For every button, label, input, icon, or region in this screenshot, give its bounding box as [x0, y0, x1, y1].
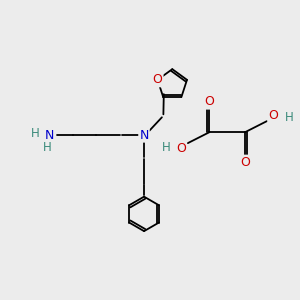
Text: O: O: [268, 109, 278, 122]
Text: H: H: [161, 140, 170, 154]
Text: O: O: [176, 142, 186, 155]
Text: N: N: [140, 129, 149, 142]
Text: O: O: [153, 73, 163, 86]
Text: N: N: [44, 129, 54, 142]
Text: H: H: [43, 141, 52, 154]
Text: H: H: [31, 127, 40, 140]
Text: H: H: [284, 111, 293, 124]
Text: O: O: [205, 95, 214, 108]
Text: O: O: [240, 156, 250, 169]
